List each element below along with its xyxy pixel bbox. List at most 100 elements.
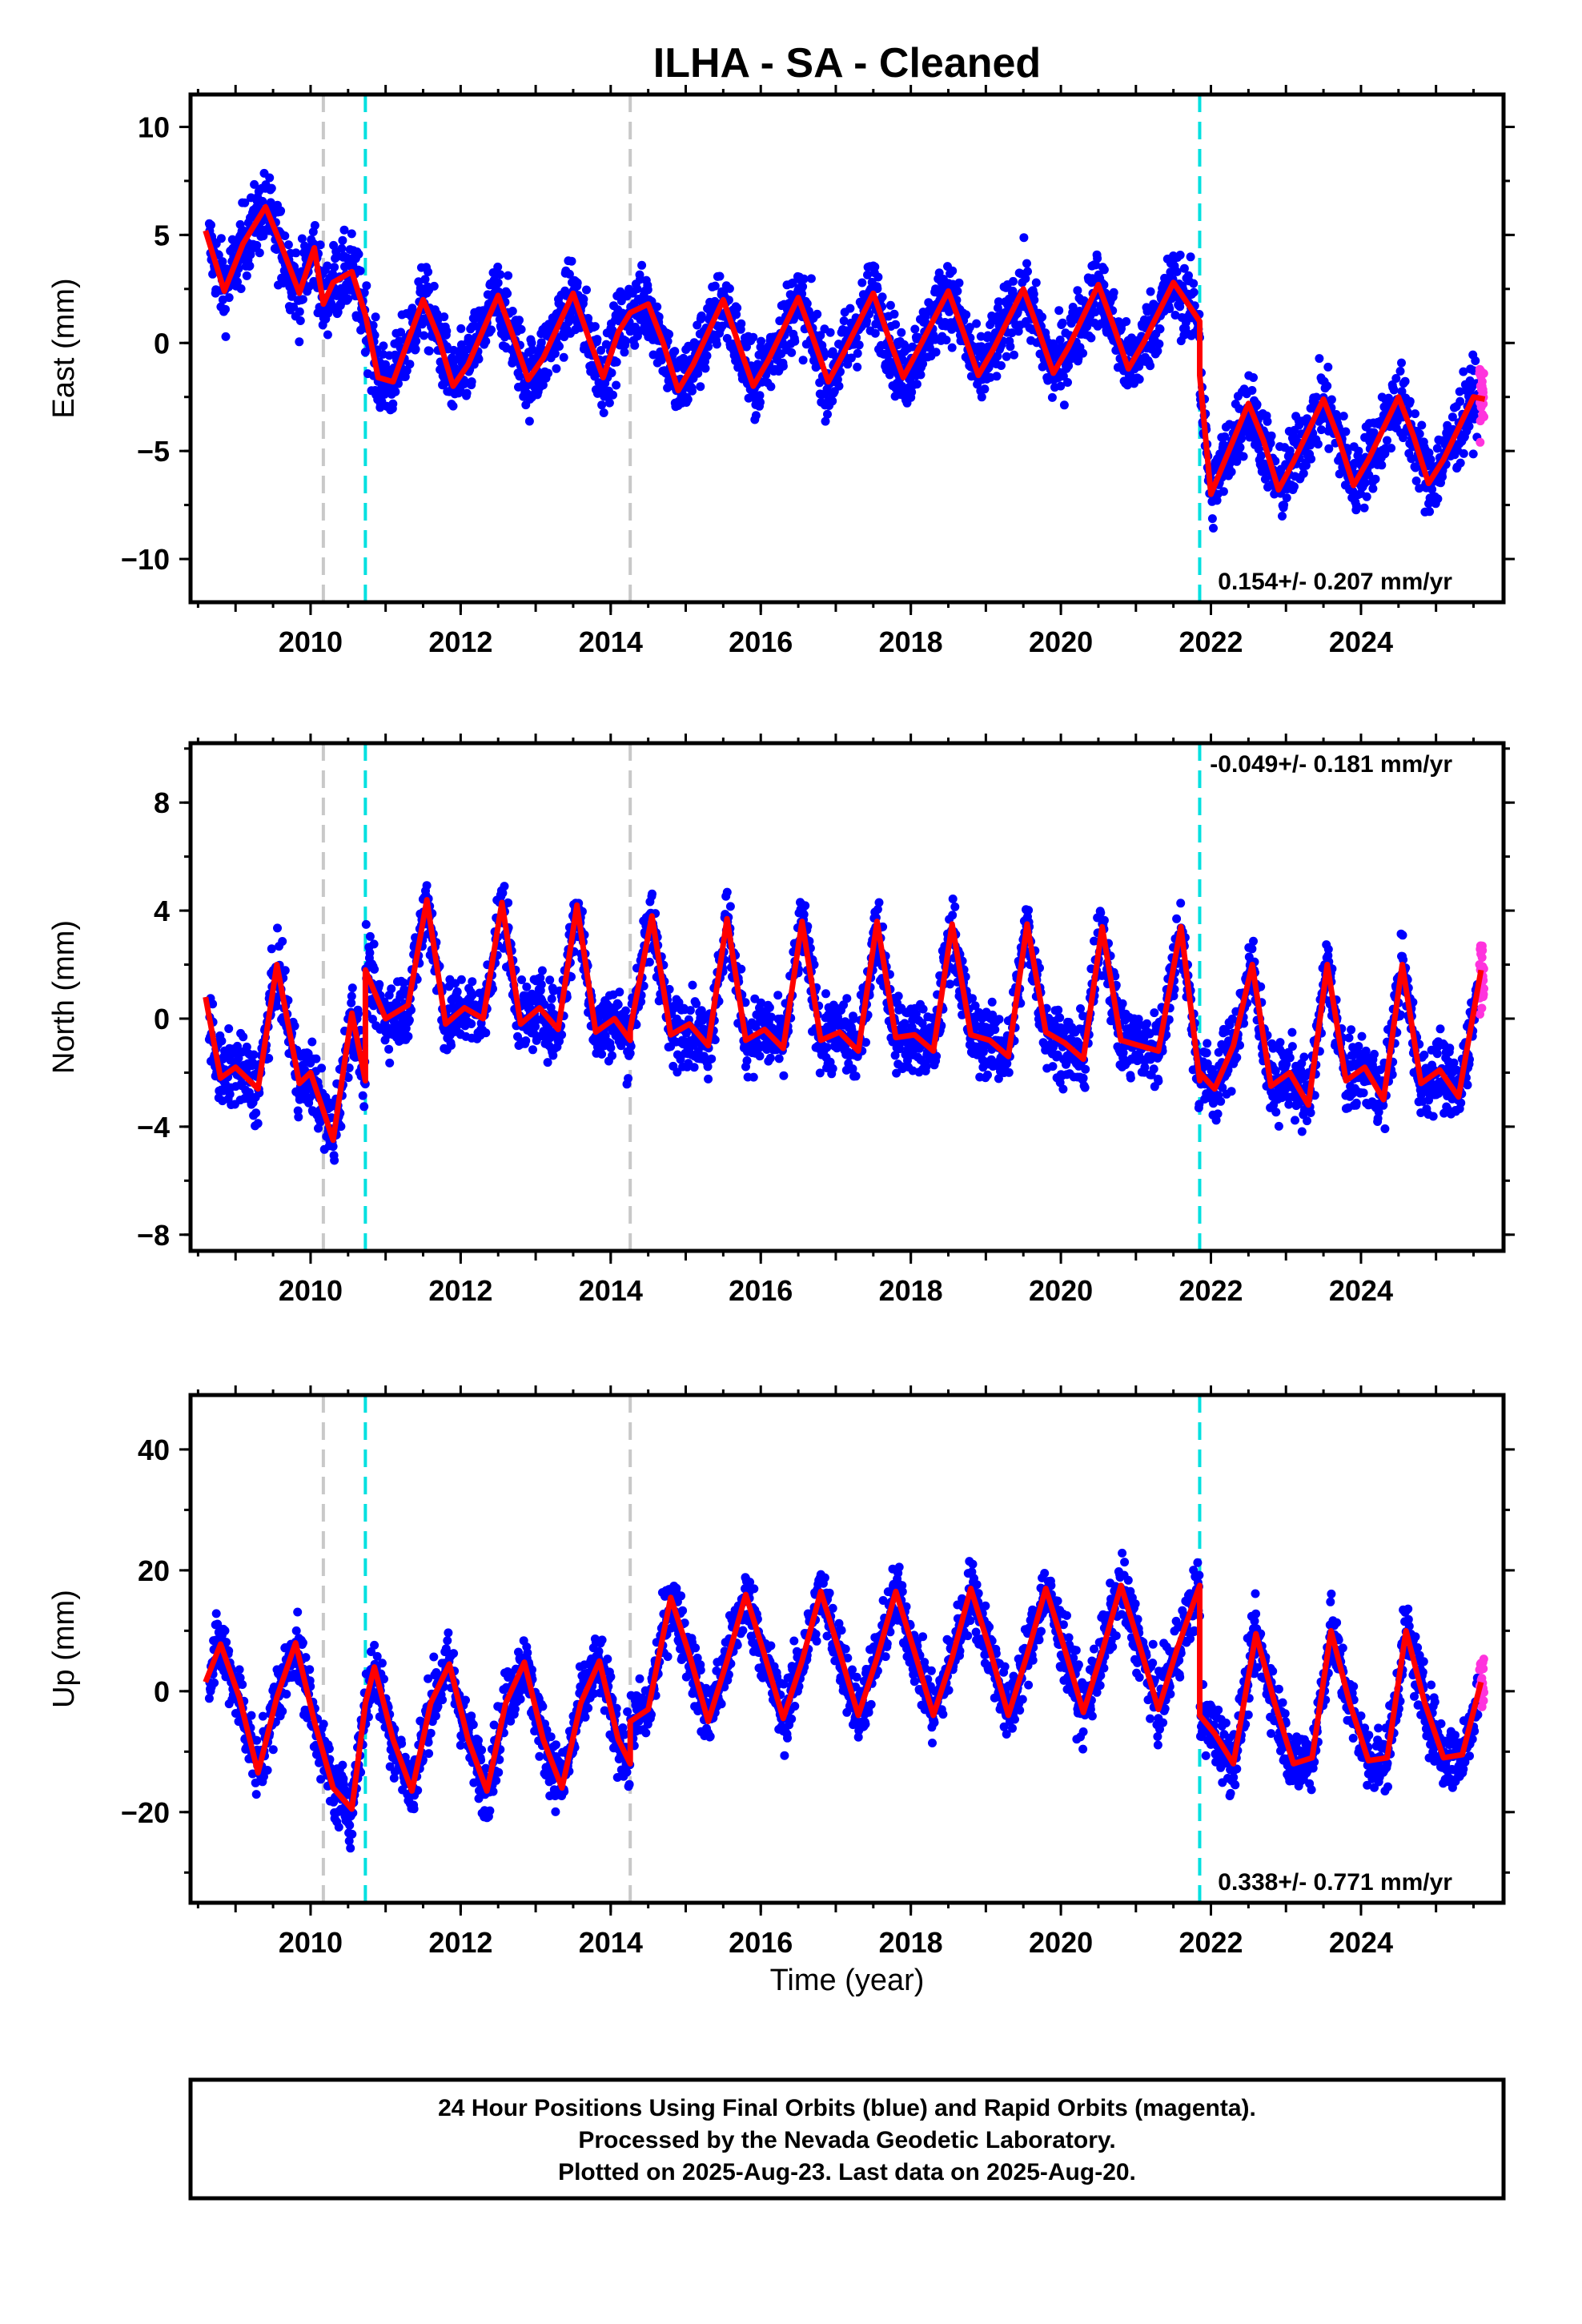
data-point <box>815 1068 825 1078</box>
data-point <box>1464 421 1474 431</box>
data-point <box>1179 263 1189 273</box>
data-point <box>391 387 400 396</box>
data-point <box>405 360 415 369</box>
y-axis-label: East (mm) <box>47 278 81 418</box>
data-point <box>1086 333 1096 343</box>
x-tick-label: 2010 <box>279 625 343 658</box>
data-point <box>1399 433 1408 443</box>
data-point <box>524 416 534 426</box>
data-point <box>1189 287 1199 297</box>
data-point <box>798 356 808 365</box>
data-point <box>688 980 697 990</box>
data-point <box>592 335 602 344</box>
data-point <box>756 397 765 407</box>
data-point <box>1030 296 1039 305</box>
data-point <box>1417 420 1427 430</box>
data-point <box>847 1025 857 1035</box>
data-point <box>1058 318 1067 328</box>
data-point <box>544 368 553 378</box>
data-point <box>531 1022 540 1031</box>
data-point <box>608 325 617 335</box>
data-point <box>846 353 856 363</box>
x-tick-label: 2018 <box>879 625 943 658</box>
data-point <box>1360 478 1370 488</box>
data-point <box>851 1072 861 1081</box>
data-point <box>802 299 812 308</box>
data-point <box>953 287 962 296</box>
data-point <box>704 1074 713 1084</box>
data-point <box>972 319 982 328</box>
data-point <box>673 1068 682 1077</box>
data-point <box>910 324 920 334</box>
data-point <box>343 1073 353 1083</box>
data-point <box>1002 352 1011 361</box>
data-point <box>889 309 899 319</box>
data-point <box>338 235 347 245</box>
data-point <box>613 999 623 1009</box>
data-point <box>934 268 944 278</box>
data-point <box>1239 452 1248 461</box>
data-point <box>597 400 607 410</box>
data-point <box>873 284 882 293</box>
data-point <box>467 1019 476 1028</box>
x-tick-label: 2024 <box>1329 625 1393 658</box>
data-point <box>608 1051 616 1060</box>
data-point <box>420 275 430 284</box>
data-point <box>1252 400 1262 409</box>
data-point <box>1031 278 1041 287</box>
data-point <box>1415 429 1424 439</box>
data-point <box>280 966 290 975</box>
data-point <box>1425 507 1435 517</box>
data-point <box>240 198 250 207</box>
data-point <box>487 325 496 335</box>
data-point <box>1301 460 1311 470</box>
data-point <box>221 332 231 341</box>
data-point <box>674 998 684 1007</box>
data-point <box>774 1054 784 1063</box>
data-point <box>217 1036 227 1046</box>
data-point <box>1235 404 1244 413</box>
data-point <box>648 889 656 899</box>
data-point <box>704 342 713 352</box>
data-point <box>737 964 746 974</box>
data-point <box>916 370 926 380</box>
data-point <box>291 248 301 258</box>
data-point <box>994 297 1003 307</box>
data-point <box>315 240 325 250</box>
data-point <box>515 372 524 381</box>
data-point <box>1170 311 1180 320</box>
data-point <box>412 336 421 346</box>
data-point <box>452 987 462 996</box>
data-point <box>696 382 705 392</box>
data-point <box>365 948 375 958</box>
data-point <box>749 332 758 342</box>
data-point <box>980 384 990 394</box>
data-point <box>354 249 363 259</box>
data-point <box>683 395 693 404</box>
data-point <box>1279 501 1289 509</box>
data-point <box>912 380 921 389</box>
data-point <box>1299 468 1308 478</box>
data-point <box>1433 494 1443 504</box>
data-point <box>368 320 378 330</box>
data-point <box>468 977 477 987</box>
data-point <box>1010 350 1018 360</box>
data-point <box>1327 395 1336 404</box>
data-point <box>424 267 433 276</box>
data-point <box>1063 378 1072 387</box>
data-point <box>572 278 582 287</box>
data-point <box>861 1038 870 1047</box>
data-point <box>607 368 616 378</box>
data-point <box>630 340 640 350</box>
data-point <box>271 1001 281 1011</box>
data-point <box>710 1035 720 1044</box>
data-point <box>280 231 290 240</box>
data-point <box>1407 454 1416 464</box>
data-point <box>612 357 621 367</box>
data-point <box>347 229 356 239</box>
data-point <box>396 328 406 337</box>
data-point <box>873 905 882 914</box>
data-point <box>1351 501 1361 510</box>
